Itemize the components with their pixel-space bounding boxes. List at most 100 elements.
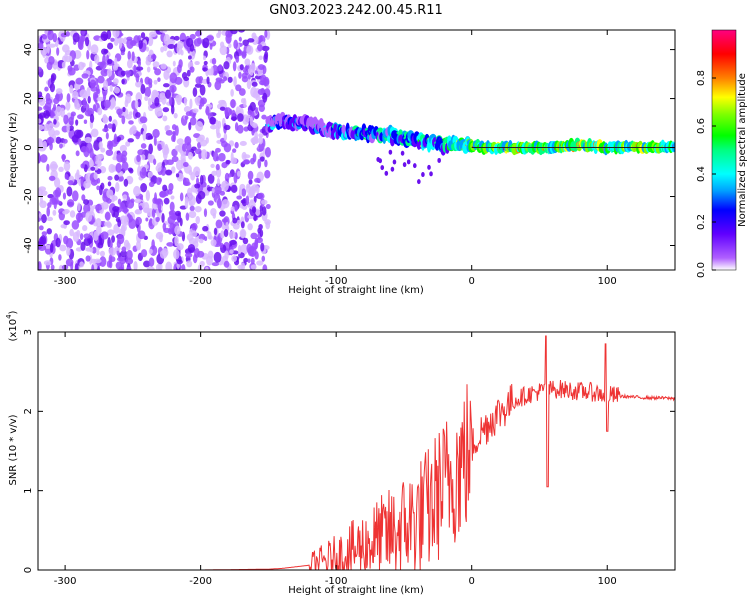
heatmap-cell	[80, 163, 85, 169]
heatmap-cell	[255, 95, 261, 101]
heatmap-cell	[240, 262, 246, 270]
heatmap-cell	[204, 191, 210, 196]
heatmap-cell	[75, 150, 80, 157]
heatmap-cell	[170, 195, 175, 200]
heatmap-cell	[39, 196, 43, 204]
heatmap-cell	[145, 217, 149, 222]
colorbar-gradient	[711, 29, 737, 271]
heatmap-cell	[141, 154, 146, 161]
heatmap-cell	[59, 244, 67, 252]
heatmap-cell	[195, 76, 202, 85]
heatmap-cell	[239, 140, 247, 147]
heatmap-cell	[384, 170, 389, 176]
x-tick-label: 0	[469, 276, 475, 287]
heatmap-cell	[58, 254, 62, 261]
y-tick-label: 2	[23, 408, 34, 414]
heatmap-cell	[38, 112, 47, 118]
heatmap-cell	[68, 55, 73, 63]
heatmap-cell	[114, 174, 120, 181]
heatmap-cell	[96, 136, 103, 143]
heatmap-cell	[110, 37, 115, 42]
heatmap-cell	[234, 204, 238, 211]
heatmap-cell	[89, 79, 97, 88]
heatmap-cell	[172, 60, 176, 67]
heatmap-cell	[202, 225, 209, 232]
heatmap-cell	[123, 206, 128, 214]
heatmap-cell	[218, 64, 223, 72]
heatmap-cell	[211, 170, 218, 176]
x-tick-label: -200	[189, 576, 212, 587]
heatmap-cell	[113, 223, 120, 235]
heatmap-cell	[210, 163, 215, 169]
colorbar-tick-label: 0.8	[696, 70, 707, 86]
heatmap-cell	[211, 262, 220, 267]
heatmap-cell	[137, 149, 145, 156]
heatmap-cell	[229, 249, 234, 254]
heatmap-cell	[219, 45, 228, 56]
heatmap-cell	[113, 133, 118, 144]
heatmap-cell	[99, 250, 105, 257]
heatmap-cell	[153, 158, 157, 165]
spectrogram-x-label: Height of straight line (km)	[288, 285, 424, 296]
heatmap-cell	[96, 96, 105, 102]
heatmap-cell	[242, 114, 250, 125]
heatmap-cell	[237, 244, 242, 255]
heatmap-cell	[157, 143, 162, 152]
heatmap-cell	[437, 157, 441, 163]
snr-y-scale-exponent: 4	[5, 314, 13, 319]
heatmap-cell	[38, 106, 43, 111]
heatmap-cell	[241, 72, 248, 79]
heatmap-cell	[238, 71, 242, 79]
heatmap-cell	[183, 96, 188, 106]
heatmap-cell	[157, 201, 162, 213]
heatmap-cell	[235, 84, 242, 92]
heatmap-cell	[46, 43, 50, 54]
heatmap-cell	[125, 114, 133, 120]
heatmap-cell	[261, 45, 270, 52]
heatmap-cell	[390, 166, 395, 172]
heatmap-cell	[52, 209, 57, 216]
heatmap-cell	[230, 30, 238, 35]
heatmap-cell	[191, 146, 197, 151]
heatmap-cell	[97, 107, 103, 116]
heatmap-cell	[380, 165, 385, 171]
heatmap-cell	[216, 198, 222, 209]
heatmap-cell	[95, 204, 103, 211]
heatmap-cell	[47, 30, 54, 41]
heatmap-cell	[46, 163, 50, 172]
snr-y-scale: (x104)	[5, 310, 19, 341]
heatmap-cell	[155, 216, 160, 223]
heatmap-cell	[77, 61, 85, 71]
heatmap-cell	[40, 235, 47, 246]
heatmap-cell	[265, 221, 271, 230]
heatmap-cell	[137, 60, 142, 67]
heatmap-cell	[93, 258, 102, 264]
heatmap-cell	[215, 219, 223, 229]
heatmap-cell	[121, 246, 127, 253]
heatmap-cell	[65, 101, 71, 111]
heatmap-cell	[254, 177, 261, 183]
heatmap-cell	[120, 51, 125, 56]
heatmap-cell	[153, 136, 157, 146]
heatmap-cell	[157, 77, 161, 82]
heatmap-cell	[111, 235, 115, 243]
heatmap-cell	[144, 95, 149, 102]
heatmap-cell	[378, 158, 383, 164]
heatmap-cell	[69, 210, 76, 218]
heatmap-cell	[140, 32, 146, 39]
heatmap-cell	[195, 177, 200, 186]
heatmap-cell	[99, 61, 107, 70]
y-tick-label: 1	[23, 487, 34, 493]
heatmap-cell	[230, 98, 236, 109]
heatmap-cell	[227, 76, 233, 83]
heatmap-cell	[79, 261, 85, 268]
heatmap-cell	[77, 39, 83, 50]
heatmap-cell	[238, 36, 242, 42]
heatmap-cell	[83, 199, 90, 205]
heatmap-cell	[48, 127, 55, 137]
heatmap-cell	[52, 103, 57, 112]
heatmap-cell	[250, 157, 255, 165]
heatmap-cell	[241, 188, 247, 197]
heatmap-cell	[93, 231, 99, 242]
